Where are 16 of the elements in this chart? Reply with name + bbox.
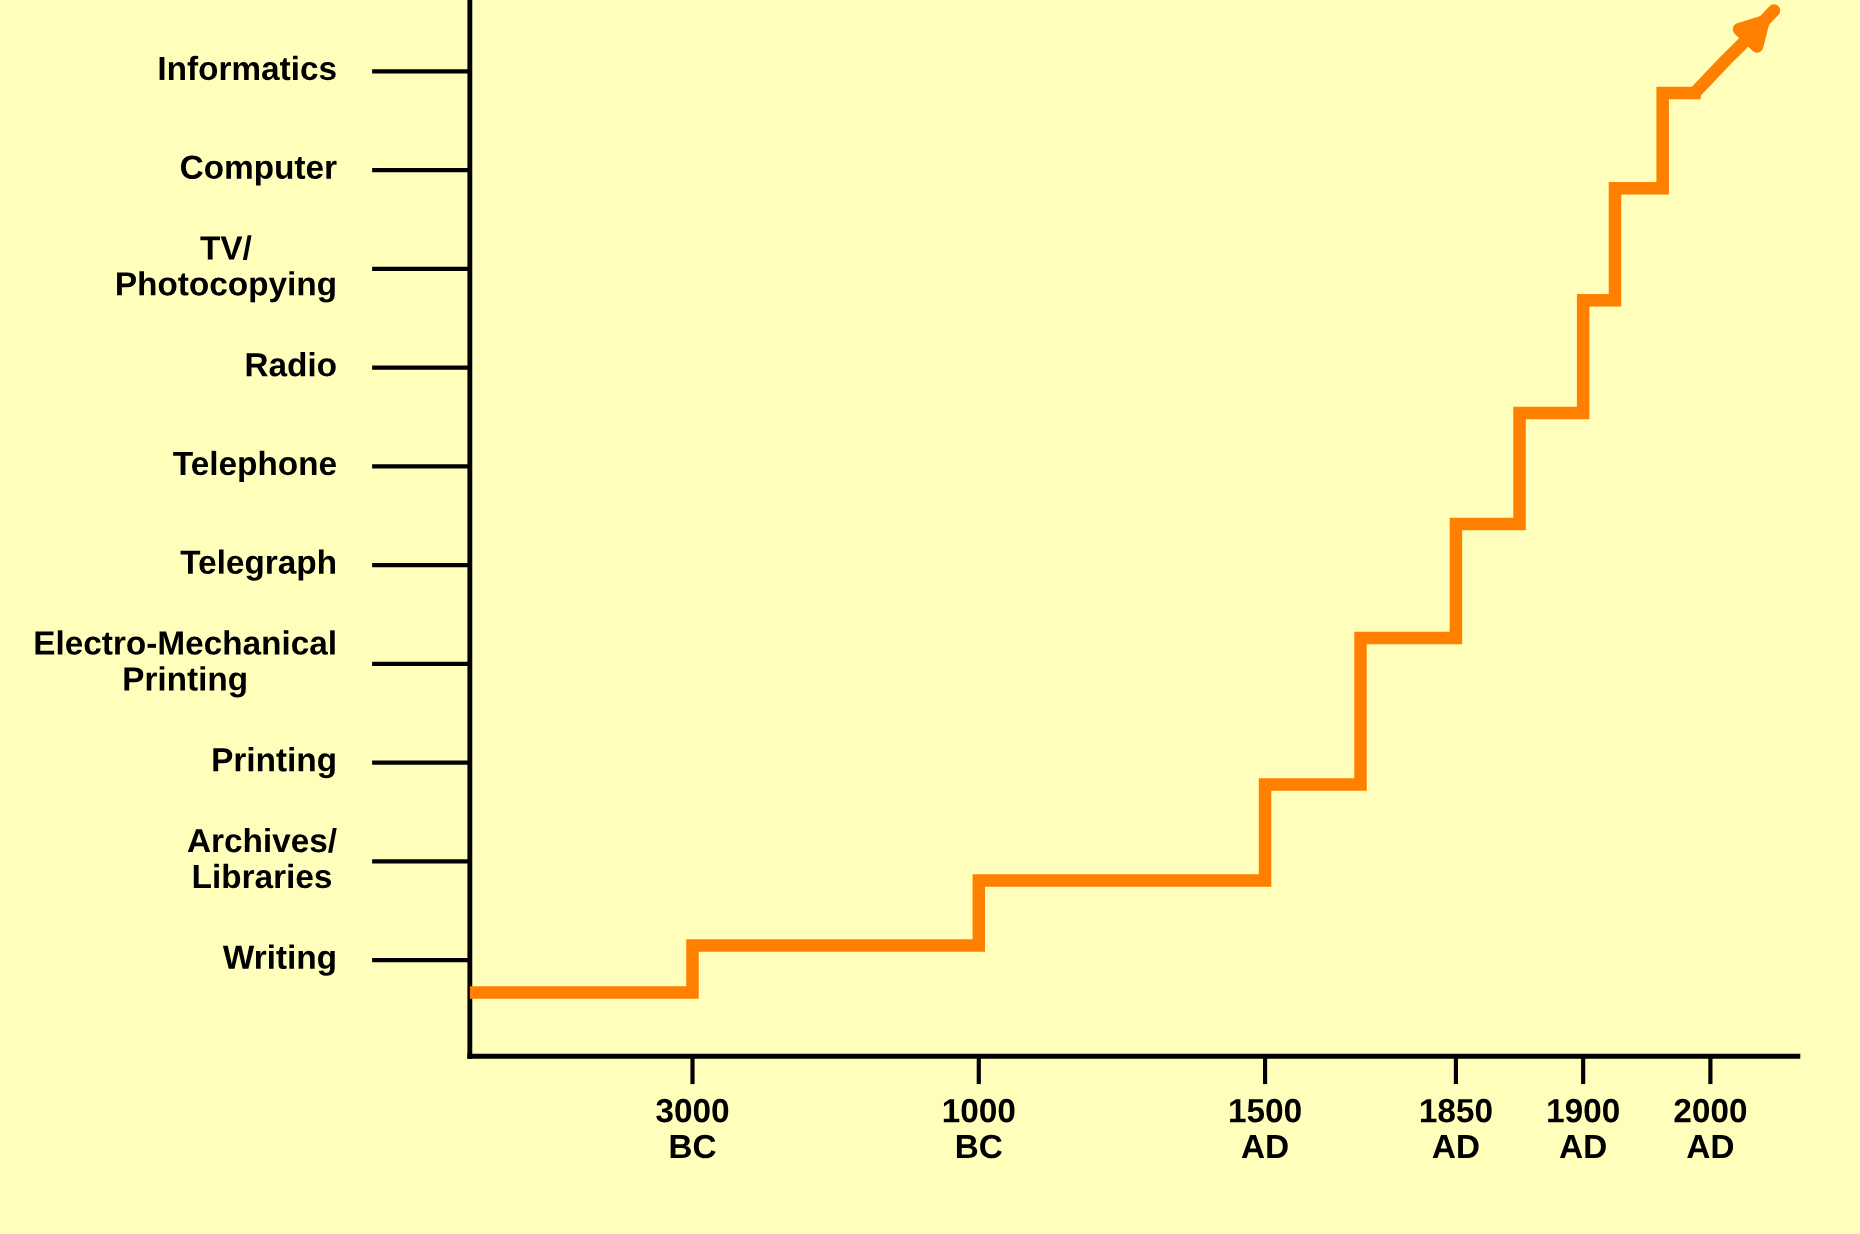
text: Writing <box>222 944 335 976</box>
text: Informatics <box>159 55 336 81</box>
text: Archives/ Libraries <box>187 827 337 889</box>
text: Printing <box>213 747 335 779</box>
x-tick-label: 2000 AD <box>1674 1098 1747 1159</box>
text: Electro-Mechanical Printing <box>35 630 335 698</box>
x-tick-label: 3000 BC <box>656 1098 729 1159</box>
text: Telephone <box>173 450 336 482</box>
x-tick-label: 1850 AD <box>1420 1098 1492 1159</box>
text: Radio <box>246 352 336 377</box>
text: Telegraph <box>180 549 335 581</box>
x-tick-label: 1500 AD <box>1230 1098 1301 1159</box>
text: Computer <box>181 155 337 186</box>
x-tick-label: 1000 BC <box>943 1098 1015 1159</box>
x-tick-label: 1900 AD <box>1548 1098 1619 1159</box>
text: TV/ Photocopying <box>117 235 335 303</box>
